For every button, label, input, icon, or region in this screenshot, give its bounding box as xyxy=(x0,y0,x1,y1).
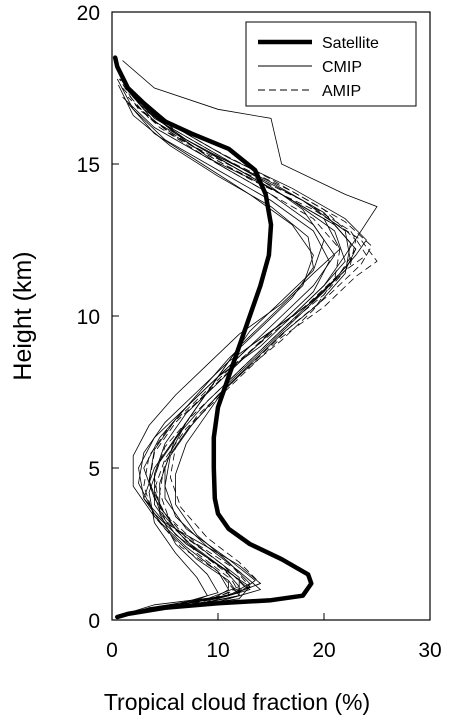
cmip-profile-line xyxy=(116,72,336,618)
y-axis-label: Height (km) xyxy=(9,251,37,380)
profiles-layer xyxy=(115,60,378,618)
legend-label-cmip: CMIP xyxy=(322,59,362,76)
cmip-profile-line xyxy=(115,84,314,618)
x-tick-label: 0 xyxy=(106,639,118,662)
satellite-layer xyxy=(112,55,314,620)
x-axis-ticks: 0 10 20 30 xyxy=(106,613,442,662)
legend: Satellite CMIP AMIP xyxy=(245,21,417,107)
amip-profile-line xyxy=(116,87,378,618)
x-tick-label: 20 xyxy=(312,639,335,662)
legend-label-satellite: Satellite xyxy=(322,35,379,52)
amip-profile-line xyxy=(117,78,367,618)
y-tick-label: 20 xyxy=(77,2,100,25)
legend-label-amip: AMIP xyxy=(322,83,361,100)
amip-profile-line xyxy=(117,96,341,618)
x-axis-label: Tropical cloud fraction (%) xyxy=(104,689,370,715)
cmip-profile-line xyxy=(115,78,346,618)
x-tick-label: 10 xyxy=(206,639,229,662)
satellite-profile-line xyxy=(112,55,314,620)
y-tick-label: 10 xyxy=(77,306,100,329)
y-tick-label: 5 xyxy=(88,458,100,481)
cmip-profile-line xyxy=(117,87,325,618)
cmip-profile-line xyxy=(116,90,351,618)
cmip-profile-line xyxy=(116,102,314,618)
cmip-profile-line xyxy=(115,96,341,618)
cmip-profile-line xyxy=(117,60,378,618)
amip-profile-line xyxy=(116,72,373,618)
cmip-profile-line xyxy=(116,78,351,618)
y-tick-label: 15 xyxy=(77,154,100,177)
y-axis-ticks: 0 5 10 15 20 xyxy=(77,2,119,633)
legend-box xyxy=(245,21,417,107)
cmip-profile-line xyxy=(116,78,330,618)
y-tick-label: 0 xyxy=(88,610,100,633)
amip-profile-line xyxy=(115,102,357,618)
x-tick-label: 30 xyxy=(418,639,441,662)
